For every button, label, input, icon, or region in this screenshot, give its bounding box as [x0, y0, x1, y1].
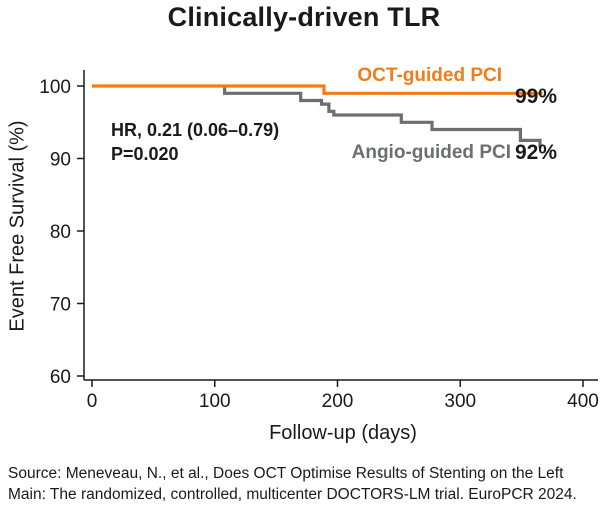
y-tick-label-90: 90: [50, 150, 71, 171]
x-tick-label-100: 100: [199, 391, 231, 412]
x-tick-label-0: 0: [87, 391, 98, 412]
axes: 60 70 80 90 100 0 100 200 300 400: [39, 70, 599, 412]
series-layer: [92, 84, 543, 148]
source-note: Source: Meneveau, N., et al., Does OCT O…: [8, 463, 608, 505]
series-line-angio-guided-pci: [223, 86, 542, 148]
y-tick-label-100: 100: [39, 77, 71, 98]
x-tick-label-300: 300: [444, 391, 476, 412]
x-tick-label-400: 400: [567, 391, 599, 412]
y-axis-label: Event Free Survival (%): [6, 120, 29, 332]
p-value-annotation: P=0.020: [111, 144, 179, 164]
series-label-angio: Angio-guided PCI: [352, 142, 511, 163]
chart-title: Clinically-driven TLR: [167, 2, 441, 32]
series-line-oct-guided-pci: [92, 84, 543, 95]
source-line-1: Source: Meneveau, N., et al., Does OCT O…: [8, 465, 564, 482]
labels-layer: OCT-guided PCI 99% Angio-guided PCI 92% HR, …: [111, 65, 557, 164]
survival-chart: 60 70 80 90 100 0 100 200 300 400 OCT-guided PCI 9…: [39, 65, 599, 412]
hazard-ratio-annotation: HR, 0.21 (0.06–0.79): [111, 120, 279, 140]
x-tick-label-200: 200: [322, 391, 354, 412]
x-axis-label: Follow-up (days): [269, 422, 417, 444]
source-line-2: Main: The randomized, controlled, multic…: [8, 486, 577, 503]
end-value-oct: 99%: [515, 85, 557, 108]
series-label-oct: OCT-guided PCI: [357, 65, 502, 86]
y-tick-label-80: 80: [50, 222, 71, 243]
y-tick-label-60: 60: [50, 367, 71, 388]
end-value-angio: 92%: [515, 141, 557, 164]
y-tick-label-70: 70: [50, 295, 71, 316]
